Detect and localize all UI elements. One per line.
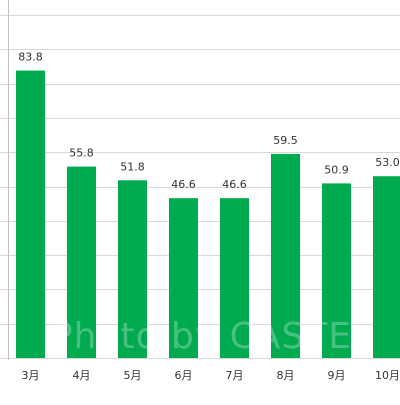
data-label-3: 51.8 xyxy=(120,160,145,173)
data-label-2: 55.8 xyxy=(69,147,94,160)
x-tick-label-5: 7月 xyxy=(226,369,244,382)
data-label-5: 46.6 xyxy=(222,178,247,191)
data-label-8: 53.0 xyxy=(375,156,400,169)
x-tick-label-7: 9月 xyxy=(328,369,346,382)
bar-1 xyxy=(16,71,45,358)
watermark-text: Photo by CASTEL xyxy=(51,316,373,357)
x-tick-label-6: 8月 xyxy=(277,369,295,382)
x-tick-label-8: 10月 xyxy=(375,369,400,382)
data-label-6: 59.5 xyxy=(273,134,298,147)
data-label-1: 83.8 xyxy=(18,51,43,64)
data-label-4: 46.6 xyxy=(171,178,196,191)
x-tick-label-4: 6月 xyxy=(175,369,193,382)
x-tick-label-3: 5月 xyxy=(124,369,142,382)
bar-8 xyxy=(373,176,400,358)
data-label-7: 50.9 xyxy=(324,163,349,176)
x-tick-label-2: 4月 xyxy=(73,369,91,382)
x-tick-label-1: 3月 xyxy=(22,369,40,382)
